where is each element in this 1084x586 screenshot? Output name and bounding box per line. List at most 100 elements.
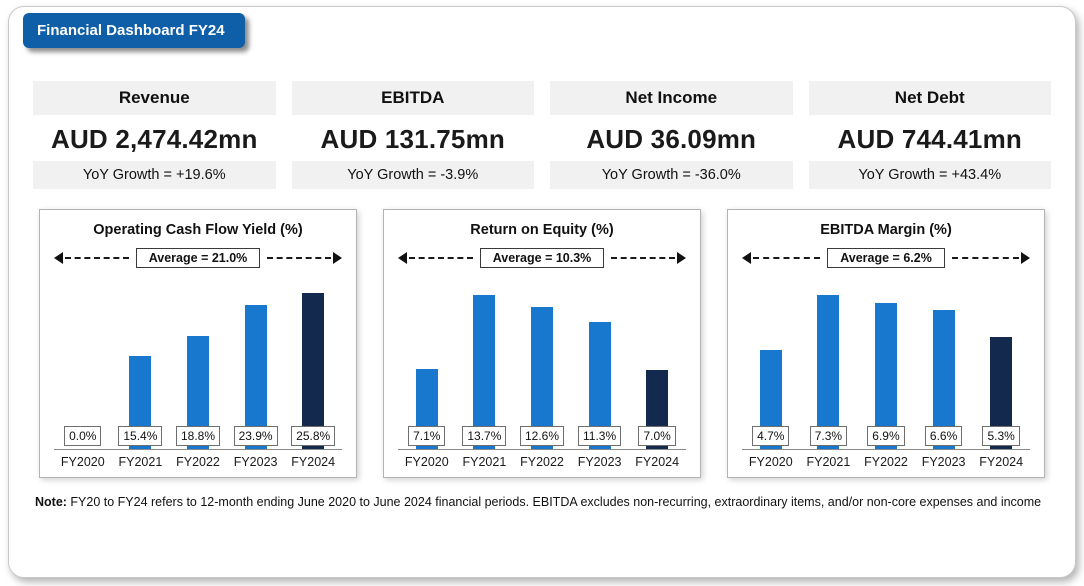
footnote-text: FY20 to FY24 refers to 12-month ending J… <box>66 495 1042 509</box>
charts-row: Operating Cash Flow Yield (%) Average = … <box>33 209 1051 478</box>
average-right-arrow-icon <box>1021 252 1031 264</box>
axis-label-FY2020: FY2020 <box>748 455 793 469</box>
value-labels: 7.1% 13.7% 12.6% 11.3% 7.0% <box>398 426 686 446</box>
axis-labels: FY2020 FY2021 FY2022 FY2023 FY2024 <box>398 450 686 469</box>
value-label-FY2023: 6.6% <box>924 426 963 446</box>
axis-label-FY2021: FY2021 <box>118 455 163 469</box>
plot-area: 0.0% 15.4% 18.8% 23.9% 25.8% <box>54 280 342 450</box>
chart-ebitda-margin: EBITDA Margin (%) Average = 6.2% 4.7% 7.3… <box>727 209 1045 478</box>
bar-column <box>857 280 915 449</box>
bar-FY2022 <box>530 307 553 449</box>
average-line: Average = 21.0% <box>54 248 342 268</box>
value-cell: 7.0% <box>628 426 686 446</box>
dashboard-card: Financial Dashboard FY24 Revenue AUD 2,4… <box>8 6 1076 578</box>
value-label-FY2024: 25.8% <box>291 426 336 446</box>
bar-FY2022 <box>186 335 209 449</box>
axis-label-FY2020: FY2020 <box>60 455 105 469</box>
kpi-growth: YoY Growth = -3.9% <box>291 161 534 189</box>
axis-label-FY2024: FY2024 <box>979 455 1024 469</box>
bar-column <box>456 280 514 449</box>
axis-labels: FY2020 FY2021 FY2022 FY2023 FY2024 <box>54 450 342 469</box>
value-cell: 12.6% <box>513 426 571 446</box>
average-left-arrow-icon <box>54 252 63 264</box>
average-dash-line <box>409 257 473 259</box>
value-cell: 6.9% <box>857 426 915 446</box>
value-label-FY2024: 7.0% <box>638 426 676 446</box>
plot-area: 4.7% 7.3% 6.9% 6.6% 5.3% <box>742 280 1030 450</box>
bar-column <box>742 280 800 449</box>
chart-return-on-equity: Return on Equity (%) Average = 10.3% 7.1… <box>383 209 701 478</box>
average-dash-line <box>65 257 129 259</box>
axis-label-FY2023: FY2023 <box>233 455 278 469</box>
bar-column <box>112 280 170 449</box>
bars <box>742 280 1030 449</box>
kpi-value: AUD 36.09mn <box>586 124 757 154</box>
value-label-FY2020: 0.0% <box>64 426 102 446</box>
kpi-card-net-debt: Net Debt AUD 744.41mn YoY Growth = +43.4… <box>808 81 1051 189</box>
value-label-FY2020: 7.1% <box>408 426 446 446</box>
value-cell: 11.3% <box>571 426 629 446</box>
bar-column <box>915 280 973 449</box>
dashboard-title-banner: Financial Dashboard FY24 <box>23 13 245 48</box>
bar-column <box>800 280 858 449</box>
axis-label-FY2021: FY2021 <box>806 455 851 469</box>
average-label: Average = 10.3% <box>479 248 605 268</box>
kpi-title: Net Income <box>550 81 793 115</box>
average-line: Average = 10.3% <box>398 248 686 268</box>
value-cell: 7.3% <box>800 426 858 446</box>
bar-column <box>284 280 342 449</box>
average-line: Average = 6.2% <box>742 248 1031 268</box>
axis-label-FY2022: FY2022 <box>176 455 220 469</box>
average-left-arrow-icon <box>398 252 407 264</box>
bar-column <box>571 280 629 449</box>
average-right-arrow-icon <box>333 252 342 264</box>
chart-title: Return on Equity (%) <box>470 222 614 238</box>
value-cell: 13.7% <box>456 426 514 446</box>
bar-FY2021 <box>817 294 840 449</box>
kpi-title: Net Debt <box>808 81 1051 115</box>
value-label-FY2023: 11.3% <box>578 426 622 446</box>
chart-operating-cash-flow-yield: Operating Cash Flow Yield (%) Average = … <box>39 209 357 478</box>
axis-label-FY2020: FY2020 <box>404 455 449 469</box>
axis-label-FY2022: FY2022 <box>864 455 908 469</box>
kpi-card-net-income: Net Income AUD 36.09mn YoY Growth = -36.… <box>550 81 793 189</box>
average-dash-line <box>753 257 821 259</box>
bar-column <box>628 280 686 449</box>
axis-label-FY2022: FY2022 <box>520 455 564 469</box>
axis-label-FY2024: FY2024 <box>635 455 680 469</box>
bar-column <box>398 280 456 449</box>
bar-FY2024 <box>302 293 325 449</box>
footnote: Note: FY20 to FY24 refers to 12-month en… <box>33 494 1051 512</box>
value-cell: 15.4% <box>112 426 170 446</box>
value-labels: 0.0% 15.4% 18.8% 23.9% 25.8% <box>54 426 342 446</box>
kpi-value: AUD 744.41mn <box>837 124 1022 154</box>
bar-column <box>227 280 285 449</box>
value-cell: 5.3% <box>972 426 1030 446</box>
average-label: Average = 21.0% <box>135 248 261 268</box>
average-dash-line <box>267 257 331 259</box>
value-label-FY2021: 13.7% <box>462 426 507 446</box>
value-label-FY2023: 23.9% <box>233 426 278 446</box>
axis-label-FY2021: FY2021 <box>462 455 507 469</box>
value-labels: 4.7% 7.3% 6.9% 6.6% 5.3% <box>742 426 1030 446</box>
bar-FY2021 <box>473 294 496 449</box>
kpi-growth: YoY Growth = +43.4% <box>808 161 1051 189</box>
bar-FY2020 <box>759 349 782 449</box>
bar-FY2023 <box>244 304 267 449</box>
average-right-arrow-icon <box>677 252 686 264</box>
kpi-growth: YoY Growth = +19.6% <box>33 161 276 189</box>
value-cell: 25.8% <box>284 426 342 446</box>
kpi-card-revenue: Revenue AUD 2,474.42mn YoY Growth = +19.… <box>33 81 276 189</box>
axis-label-FY2023: FY2023 <box>921 455 966 469</box>
value-label-FY2022: 12.6% <box>519 426 564 446</box>
value-label-FY2021: 7.3% <box>809 426 848 446</box>
value-label-FY2022: 6.9% <box>867 426 905 446</box>
bar-column <box>169 280 227 449</box>
value-label-FY2021: 15.4% <box>118 426 163 446</box>
value-cell: 18.8% <box>169 426 227 446</box>
bar-FY2024 <box>990 337 1013 449</box>
axis-label-FY2023: FY2023 <box>577 455 622 469</box>
value-label-FY2020: 4.7% <box>752 426 790 446</box>
bar-FY2022 <box>874 303 897 449</box>
kpi-card-ebitda: EBITDA AUD 131.75mn YoY Growth = -3.9% <box>291 81 534 189</box>
